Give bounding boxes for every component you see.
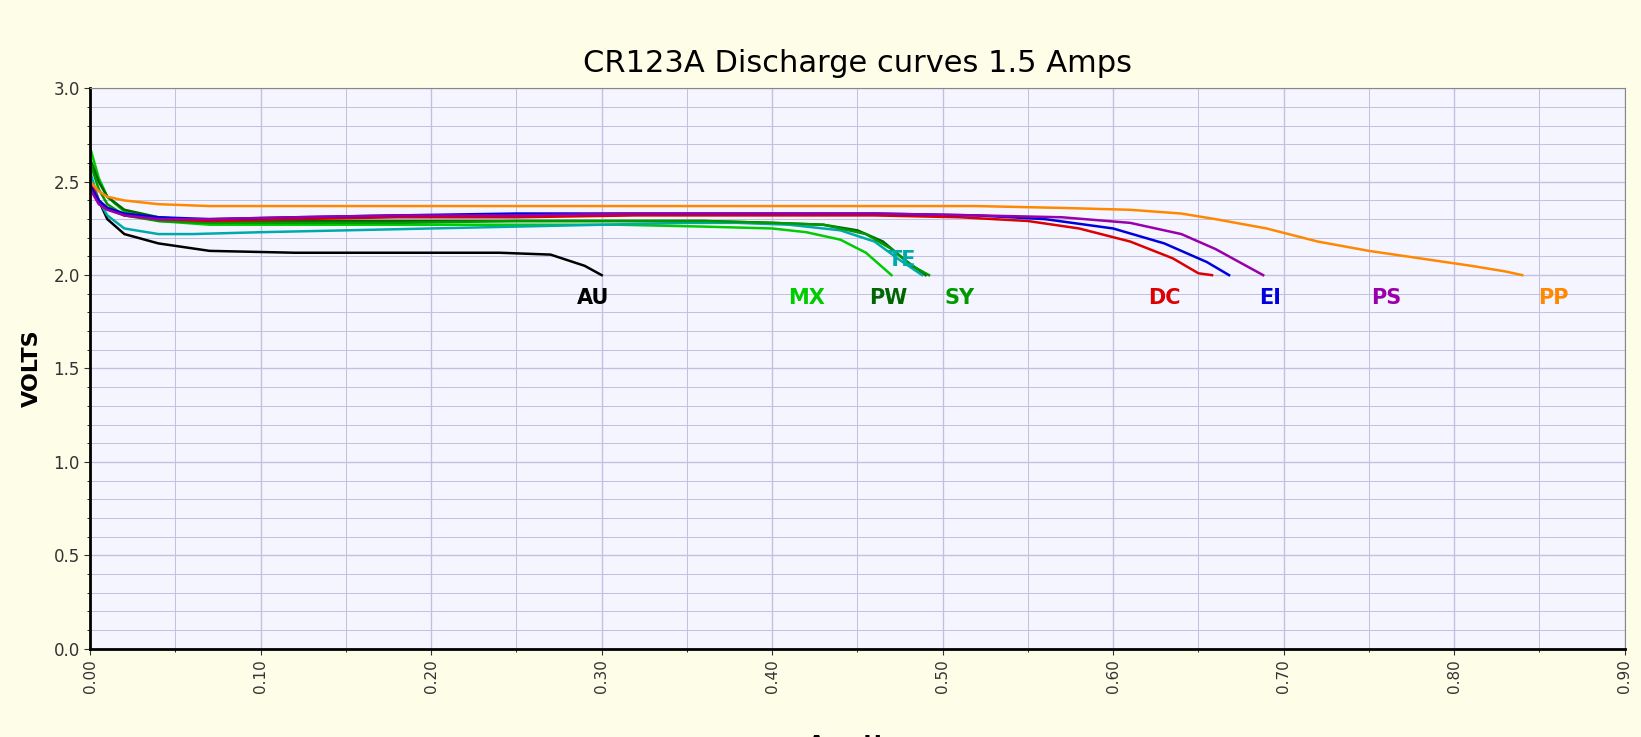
Text: EI: EI <box>1259 287 1282 307</box>
Title: CR123A Discharge curves 1.5 Amps: CR123A Discharge curves 1.5 Amps <box>583 49 1132 78</box>
Text: PS: PS <box>1370 287 1401 307</box>
Text: DC: DC <box>1149 287 1180 307</box>
X-axis label: AmpHrs: AmpHrs <box>807 735 907 737</box>
Y-axis label: VOLTS: VOLTS <box>23 329 43 408</box>
Text: AU: AU <box>578 287 609 307</box>
Text: SY: SY <box>945 287 975 307</box>
Text: TE: TE <box>888 250 916 270</box>
Text: PW: PW <box>870 287 907 307</box>
Text: PP: PP <box>1538 287 1569 307</box>
Text: MX: MX <box>788 287 825 307</box>
